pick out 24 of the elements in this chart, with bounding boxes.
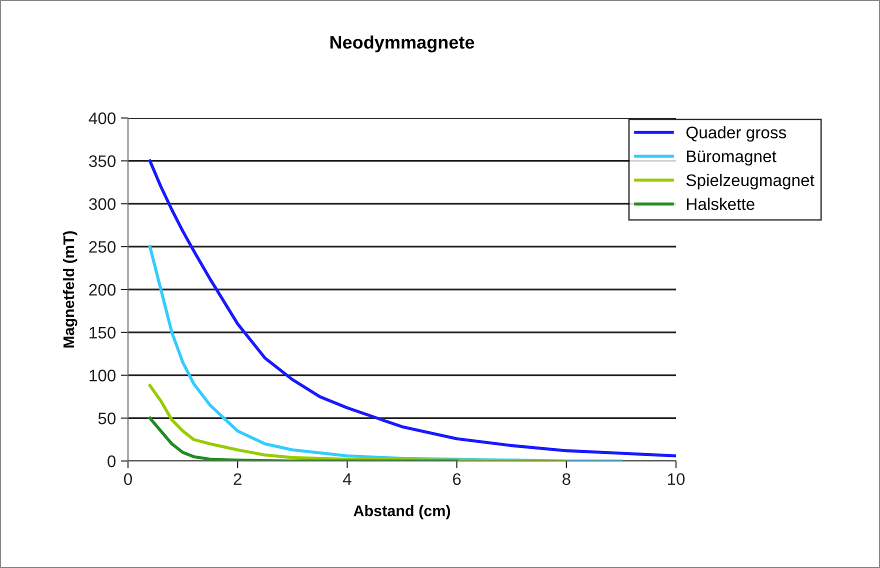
y-tick-label: 250 (89, 241, 116, 253)
y-tick-label: 50 (98, 412, 116, 424)
x-tick-label: 2 (234, 473, 242, 485)
x-axis-title: Abstand (cm) (354, 505, 450, 520)
y-axis-title: Magnetfeld (mT) (62, 231, 78, 348)
line-series (148, 159, 676, 458)
legend-label: Spielzeugmagnet (686, 174, 814, 190)
legend-label: Quader gross (686, 126, 786, 142)
chart-title: Neodymmagnete (330, 35, 474, 52)
y-tick-label: 0 (108, 455, 116, 468)
y-tick-label: 400 (88, 112, 116, 124)
x-tick-label: 10 (668, 473, 685, 486)
y-tick-label: 300 (89, 198, 116, 210)
x-tick-label: 8 (562, 473, 570, 486)
x-tick-label: 6 (453, 473, 461, 486)
x-tick-label: 0 (124, 473, 132, 486)
legend-label: Halskette (687, 198, 754, 210)
legend-label: Büromagnet (687, 150, 776, 166)
y-tick-label: 150 (90, 326, 116, 339)
x-tick-label: 4 (342, 473, 352, 485)
y-tick-label: 200 (89, 284, 116, 296)
y-tick-label: 350 (89, 155, 116, 168)
line-series (148, 416, 458, 461)
y-tick-label: 100 (90, 370, 116, 382)
